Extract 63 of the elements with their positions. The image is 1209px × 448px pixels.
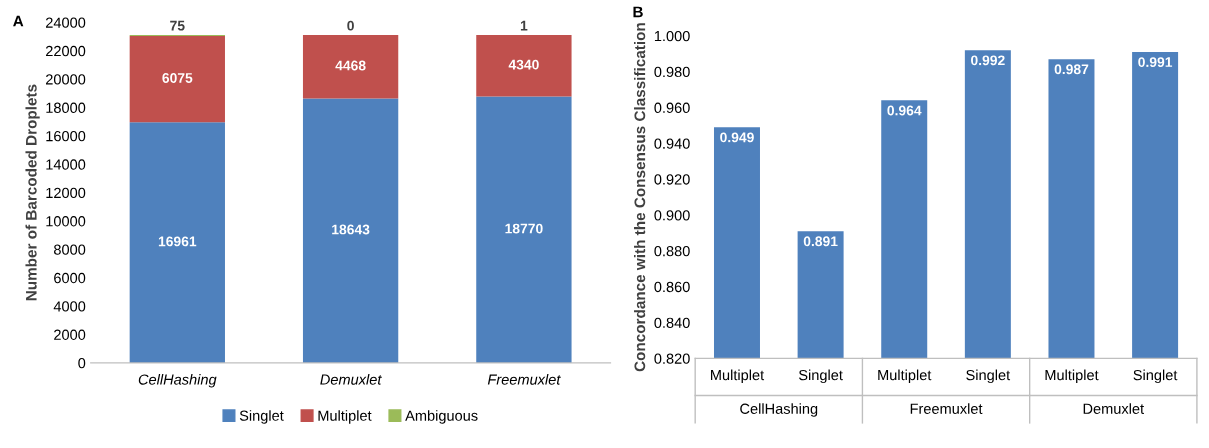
x-tick-label: Singlet bbox=[966, 369, 1011, 384]
data-label: 0.949 bbox=[720, 132, 754, 143]
bar bbox=[129, 36, 225, 123]
y-tick-label: 0 bbox=[78, 357, 86, 369]
x-tick-label: Singlet bbox=[798, 369, 843, 384]
data-label: 16961 bbox=[158, 236, 197, 247]
y-tick-label: 24000 bbox=[46, 17, 86, 28]
y-tick-label: 22000 bbox=[46, 45, 86, 57]
text: Freemuxlet bbox=[910, 403, 983, 414]
bar bbox=[476, 35, 572, 97]
legend-label: Singlet bbox=[239, 410, 284, 424]
y-tick-label: 10000 bbox=[46, 216, 86, 227]
x-tick-label: Singlet bbox=[1133, 369, 1178, 384]
y-tick-label: 8000 bbox=[54, 244, 86, 255]
y-tick-label: 16000 bbox=[46, 130, 86, 142]
y-tick-label: 0.880 bbox=[654, 245, 690, 257]
y-tick-label: 20000 bbox=[46, 74, 86, 85]
data-label: 75 bbox=[170, 20, 185, 31]
data-label: 18770 bbox=[505, 223, 543, 234]
data-label: 0 bbox=[347, 20, 354, 31]
chart-title: A bbox=[13, 15, 24, 27]
y-tick-label: 4000 bbox=[53, 301, 86, 312]
y-axis-title: Concordance with the Consensus Classification bbox=[634, 23, 646, 372]
data-label: 0.964 bbox=[887, 105, 922, 116]
y-tick-label: 6000 bbox=[54, 272, 86, 284]
y-tick-label: 0.860 bbox=[654, 281, 690, 293]
y-tick-label: 12000 bbox=[46, 187, 86, 199]
y-axis-title: Number of Barcoded Droplets bbox=[25, 84, 40, 301]
data-label: 0.987 bbox=[1054, 64, 1089, 75]
x-tick-label: Multiplet bbox=[1045, 369, 1099, 384]
y-tick-label: 18000 bbox=[46, 102, 86, 113]
data-label: 4340 bbox=[508, 59, 539, 70]
legend-label: Ambiguous bbox=[405, 410, 478, 424]
data-label: 4468 bbox=[335, 60, 366, 71]
data-label: 0.891 bbox=[803, 236, 838, 247]
y-tick-label: 0.920 bbox=[654, 174, 690, 185]
x-tick-label: CellHashing bbox=[138, 373, 217, 388]
data-label: 18643 bbox=[332, 224, 370, 235]
bar bbox=[302, 35, 399, 99]
data-label: 0.992 bbox=[971, 55, 1005, 66]
data-label: 6075 bbox=[162, 73, 193, 83]
bar bbox=[302, 98, 399, 363]
x-tick-label: Demuxlet bbox=[320, 373, 382, 385]
y-tick-label: 0.940 bbox=[654, 138, 690, 149]
chart-title: B bbox=[633, 6, 643, 18]
y-tick-label: 2000 bbox=[54, 329, 86, 340]
y-tick-label: 0.820 bbox=[654, 353, 690, 364]
legend-label: Multiplet bbox=[318, 410, 372, 424]
data-label: 0.991 bbox=[1138, 57, 1173, 68]
y-tick-label: 0.960 bbox=[654, 102, 690, 113]
x-tick-label: Multiplet bbox=[711, 369, 765, 384]
y-tick-label: 0.980 bbox=[654, 66, 690, 78]
text: CellHashing bbox=[740, 403, 818, 417]
y-tick-label: 0.900 bbox=[654, 210, 690, 221]
y-tick-label: 14000 bbox=[46, 159, 86, 170]
text: Demuxlet bbox=[1083, 403, 1144, 414]
y-tick-label: 1.000 bbox=[654, 30, 690, 42]
bar bbox=[476, 96, 572, 363]
y-tick-label: 0.840 bbox=[654, 317, 690, 328]
x-tick-label: Freemuxlet bbox=[487, 373, 561, 385]
bar bbox=[129, 122, 225, 363]
x-tick-label: Multiplet bbox=[878, 369, 932, 384]
data-label: 1 bbox=[520, 20, 528, 31]
